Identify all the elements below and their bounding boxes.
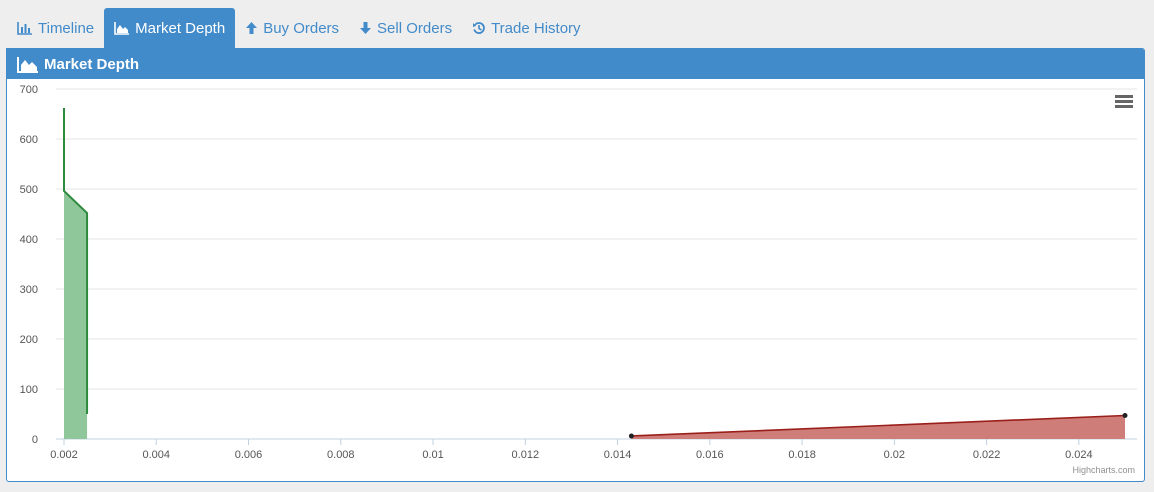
tab-label: Market Depth <box>135 19 226 37</box>
x-tick-label: 0.008 <box>327 449 355 461</box>
tab-timeline[interactable]: Timeline <box>7 8 104 48</box>
highcharts-credits[interactable]: Highcharts.com <box>1072 465 1135 475</box>
y-tick-label: 100 <box>20 384 38 396</box>
chart-series <box>63 108 1128 439</box>
menu-icon <box>1115 95 1133 108</box>
tab-bar: Timeline Market Depth Buy Orders Sell Or… <box>7 8 1145 48</box>
ask-point <box>1122 413 1128 418</box>
x-tick-label: 0.004 <box>142 449 170 461</box>
tab-label: Trade History <box>491 19 581 37</box>
y-tick-label: 600 <box>20 134 38 146</box>
y-tick-label: 700 <box>20 84 38 96</box>
ask-line <box>631 414 1126 437</box>
y-tick-label: 300 <box>20 284 38 296</box>
y-tick-label: 200 <box>20 334 38 346</box>
panel-title: Market Depth <box>44 55 140 73</box>
x-axis-labels: 0.002 0.004 0.006 0.008 0.01 0.012 0.014 0.016 0… <box>50 449 1092 461</box>
panel-heading: Market Depth <box>7 49 1144 79</box>
y-tick-label: 0 <box>32 434 38 446</box>
bid-line <box>63 108 89 414</box>
x-tick-label: 0.006 <box>235 449 263 461</box>
tab-buy-orders[interactable]: Buy Orders <box>235 8 349 48</box>
x-tick-label: 0.024 <box>1065 449 1093 461</box>
x-tick-label: 0.022 <box>973 449 1001 461</box>
tab-market-depth[interactable]: Market Depth <box>104 8 236 48</box>
market-depth-panel: Market Depth 0.002 0.004 0.006 0.008 0.01 0.0… <box>6 48 1145 482</box>
bar-chart-icon <box>17 21 33 35</box>
area-chart-icon <box>17 56 39 73</box>
bid-area <box>64 108 88 439</box>
tab-trade-history[interactable]: Trade History <box>462 8 590 48</box>
x-tick-label: 0.002 <box>50 449 78 461</box>
chart-context-menu-button[interactable] <box>1113 92 1135 110</box>
y-axis-labels: 0 100 200 300 400 500 600 700 <box>20 84 38 446</box>
tab-label: Timeline <box>38 19 95 37</box>
tab-label: Sell Orders <box>377 19 453 37</box>
y-tick-label: 500 <box>20 184 38 196</box>
arrow-down-icon <box>359 21 372 35</box>
ask-point <box>628 433 634 439</box>
x-tick-label: 0.02 <box>884 449 905 461</box>
x-tick-label: 0.01 <box>422 449 443 461</box>
tab-sell-orders[interactable]: Sell Orders <box>349 8 462 48</box>
x-tick-label: 0.016 <box>696 449 724 461</box>
x-tick-label: 0.012 <box>512 449 540 461</box>
arrow-up-icon <box>245 21 258 35</box>
market-depth-chart: 0.002 0.004 0.006 0.008 0.01 0.012 0.014 0.016 0… <box>20 84 1137 475</box>
grid-lines <box>56 88 1137 445</box>
y-tick-label: 400 <box>20 234 38 246</box>
x-tick-label: 0.018 <box>788 449 816 461</box>
x-tick-label: 0.014 <box>604 449 632 461</box>
history-icon <box>472 21 486 35</box>
tab-label: Buy Orders <box>263 19 340 37</box>
area-chart-icon <box>114 21 130 35</box>
